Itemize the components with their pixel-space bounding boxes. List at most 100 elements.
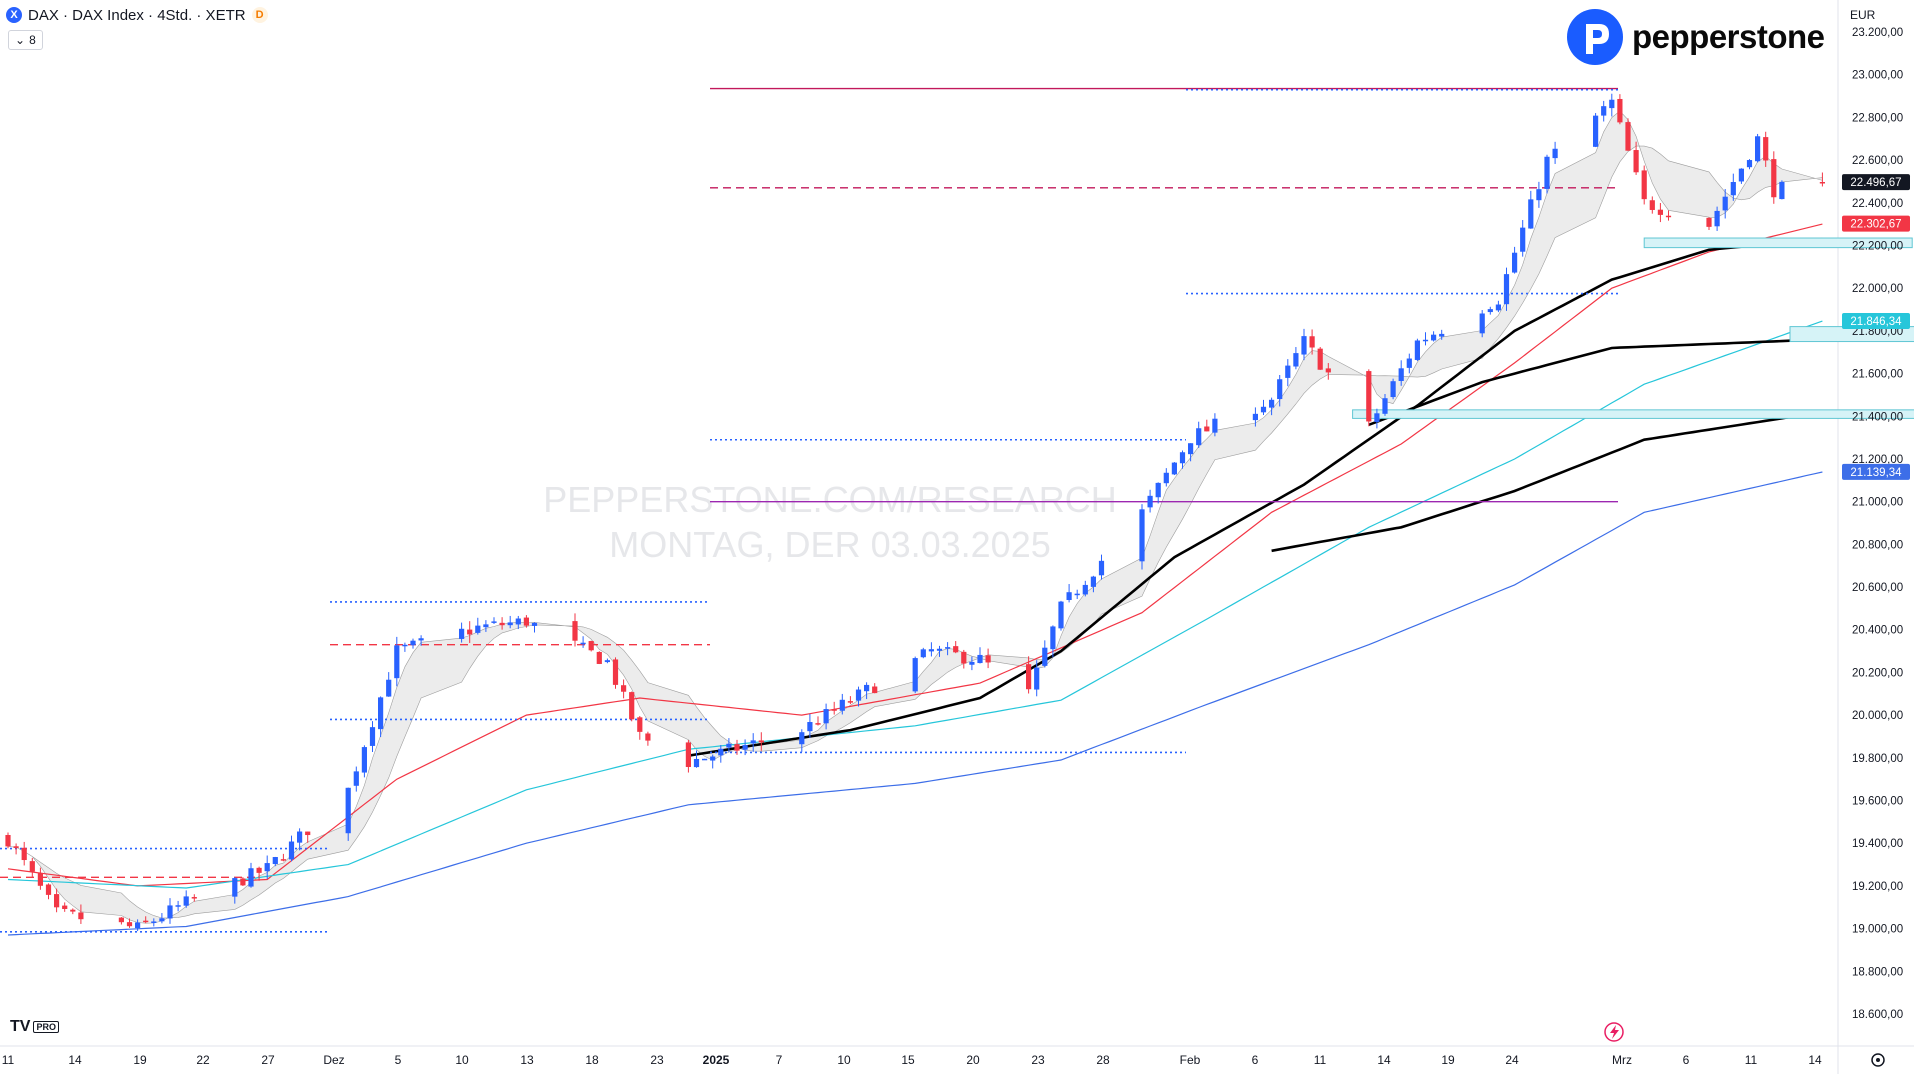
candle[interactable] bbox=[1528, 190, 1534, 229]
ema-line-3[interactable] bbox=[688, 237, 1823, 757]
candle[interactable] bbox=[135, 919, 141, 932]
candle[interactable] bbox=[912, 656, 918, 694]
candle[interactable] bbox=[1503, 267, 1510, 311]
candle[interactable] bbox=[1512, 246, 1518, 274]
candle[interactable] bbox=[280, 853, 286, 862]
candle[interactable] bbox=[507, 615, 513, 629]
candle[interactable] bbox=[1058, 600, 1064, 631]
candle[interactable] bbox=[953, 641, 959, 654]
candle[interactable] bbox=[297, 828, 303, 851]
candle[interactable] bbox=[386, 672, 392, 697]
candle[interactable] bbox=[1285, 359, 1291, 387]
candle[interactable] bbox=[702, 758, 708, 761]
candle[interactable] bbox=[29, 857, 35, 878]
candle[interactable] bbox=[580, 636, 586, 648]
candle[interactable] bbox=[305, 831, 311, 843]
candle[interactable] bbox=[750, 733, 756, 752]
candle[interactable] bbox=[402, 642, 408, 652]
candle[interactable] bbox=[718, 745, 724, 763]
candle[interactable] bbox=[483, 620, 489, 632]
candle[interactable] bbox=[143, 916, 149, 924]
candle[interactable] bbox=[1204, 419, 1210, 432]
candle[interactable] bbox=[1779, 180, 1785, 200]
candle[interactable] bbox=[5, 832, 11, 849]
candle[interactable] bbox=[1633, 141, 1639, 175]
candle[interactable] bbox=[1819, 172, 1825, 187]
candle[interactable] bbox=[1544, 154, 1550, 194]
candle[interactable] bbox=[1382, 393, 1388, 416]
candle[interactable] bbox=[1641, 165, 1647, 205]
candle[interactable] bbox=[1139, 504, 1145, 570]
candle[interactable] bbox=[572, 613, 578, 647]
candle[interactable] bbox=[1163, 468, 1169, 487]
candle[interactable] bbox=[928, 642, 934, 657]
candle[interactable] bbox=[815, 716, 821, 726]
candle[interactable] bbox=[78, 904, 84, 924]
candle[interactable] bbox=[596, 651, 602, 665]
candle[interactable] bbox=[1082, 580, 1088, 597]
candle[interactable] bbox=[1196, 421, 1202, 448]
candle[interactable] bbox=[693, 750, 700, 768]
candle[interactable] bbox=[936, 645, 943, 657]
candle[interactable] bbox=[118, 917, 124, 925]
candle[interactable] bbox=[864, 682, 870, 700]
candle[interactable] bbox=[799, 729, 805, 752]
candle[interactable] bbox=[945, 642, 951, 656]
candle[interactable] bbox=[1301, 328, 1307, 361]
candle[interactable] bbox=[1269, 397, 1275, 416]
candle[interactable] bbox=[1252, 407, 1258, 427]
support-zone[interactable] bbox=[1643, 237, 1913, 249]
candle[interactable] bbox=[167, 898, 173, 924]
candle[interactable] bbox=[1147, 489, 1153, 513]
candle[interactable] bbox=[37, 867, 43, 890]
candle[interactable] bbox=[459, 622, 465, 643]
candle[interactable] bbox=[1398, 360, 1404, 386]
candle[interactable] bbox=[1495, 300, 1501, 313]
time-axis[interactable]: 11 14 19 22 27 Dez 5 10 13 18 23 2025 7 10 15 20 23 28 Feb… bbox=[2, 1053, 1822, 1067]
candle[interactable] bbox=[1422, 332, 1429, 346]
candle[interactable] bbox=[248, 862, 254, 888]
candle[interactable] bbox=[523, 615, 529, 628]
candle[interactable] bbox=[847, 696, 853, 704]
candle[interactable] bbox=[151, 918, 157, 927]
candle[interactable] bbox=[1034, 660, 1040, 697]
candle[interactable] bbox=[1212, 413, 1218, 437]
candles[interactable] bbox=[5, 93, 1825, 932]
candle[interactable] bbox=[1309, 329, 1315, 355]
candle[interactable] bbox=[361, 745, 367, 778]
candle[interactable] bbox=[1479, 310, 1485, 338]
currency-label[interactable]: EUR bbox=[1850, 8, 1876, 22]
candle[interactable] bbox=[475, 617, 481, 635]
candle[interactable] bbox=[418, 635, 424, 646]
candle[interactable] bbox=[491, 617, 497, 625]
candle[interactable] bbox=[1293, 347, 1299, 370]
candle[interactable] bbox=[499, 617, 505, 630]
candle[interactable] bbox=[1188, 443, 1194, 462]
candle[interactable] bbox=[1520, 220, 1526, 257]
candle[interactable] bbox=[1374, 408, 1380, 429]
candle[interactable] bbox=[612, 657, 619, 689]
candle[interactable] bbox=[1714, 206, 1720, 231]
candle[interactable] bbox=[1487, 306, 1493, 315]
candle[interactable] bbox=[232, 877, 238, 904]
candle[interactable] bbox=[21, 841, 27, 866]
candle[interactable] bbox=[126, 918, 133, 928]
ema-line-2[interactable] bbox=[7, 471, 1823, 936]
candle[interactable] bbox=[1090, 575, 1096, 593]
candle[interactable] bbox=[1755, 133, 1761, 163]
price-axis[interactable]: 23.200,00 23.000,00 22.800,00 22.600,00 22.4… bbox=[1842, 27, 1910, 1021]
candle[interactable] bbox=[1390, 378, 1396, 400]
lightning-icon[interactable] bbox=[1604, 1022, 1624, 1042]
ema-line-1[interactable] bbox=[7, 320, 1823, 889]
candle[interactable] bbox=[839, 693, 845, 715]
candle[interactable] bbox=[823, 703, 829, 730]
candle[interactable] bbox=[1763, 131, 1769, 167]
candle[interactable] bbox=[831, 701, 837, 715]
candle[interactable] bbox=[1050, 625, 1056, 658]
candle[interactable] bbox=[1771, 151, 1777, 204]
candle[interactable] bbox=[353, 766, 359, 792]
candle[interactable] bbox=[240, 877, 246, 887]
settings-gear-icon[interactable] bbox=[1871, 1053, 1885, 1067]
symbol-title[interactable]: DAX · DAX Index · 4Std. · XETR bbox=[28, 6, 246, 24]
